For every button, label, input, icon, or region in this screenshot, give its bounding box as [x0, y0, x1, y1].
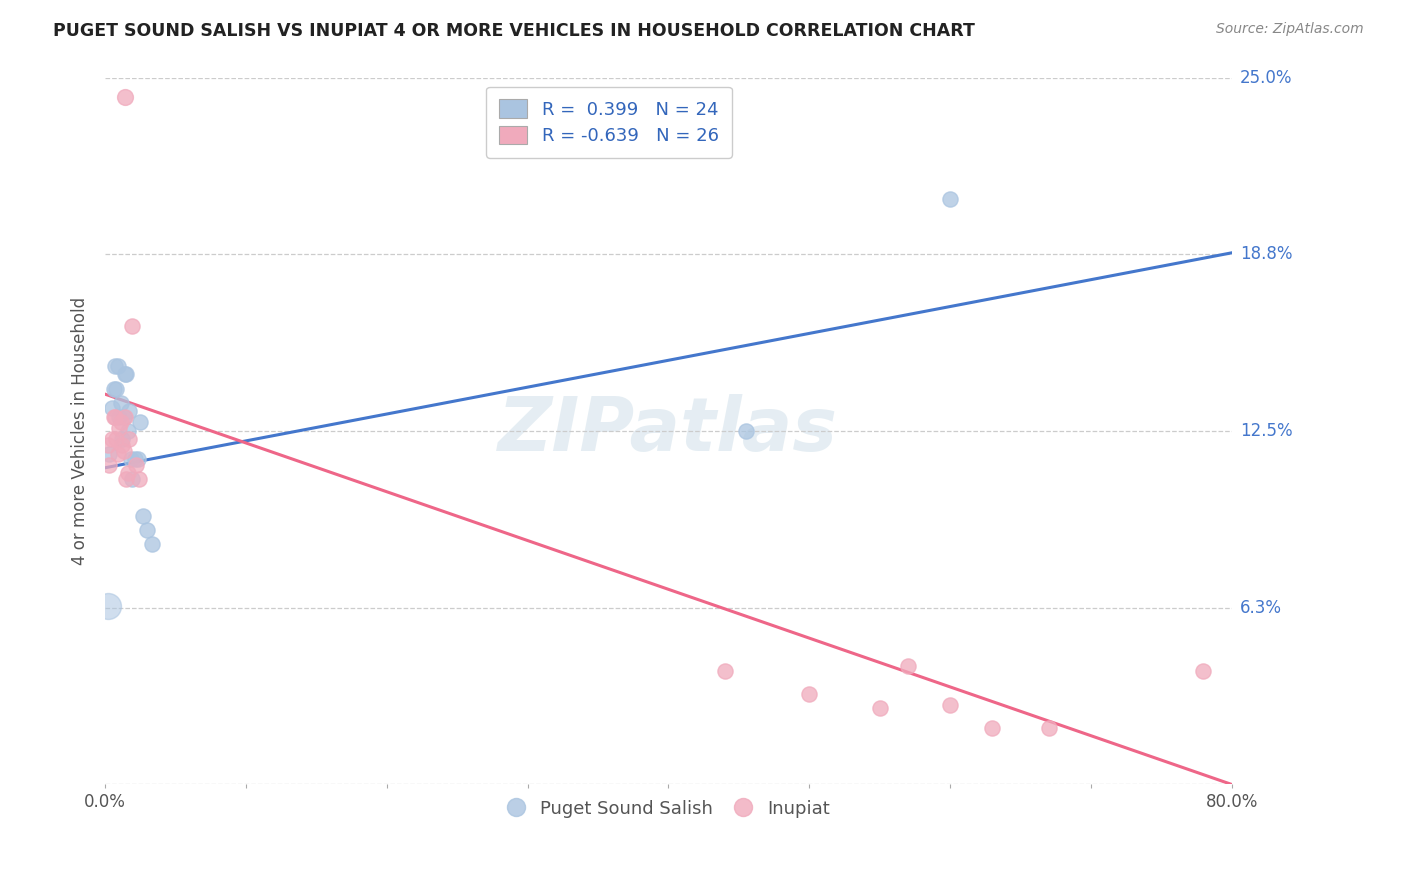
Point: [114, 409, 136, 424]
Point: [110, 395, 132, 409]
Point: [115, 472, 138, 486]
Point: [101, 401, 124, 416]
Point: [104, 409, 127, 424]
Point: [104, 359, 127, 373]
Point: [118, 433, 141, 447]
Point: [105, 433, 128, 447]
Point: [713, 665, 735, 679]
Point: [108, 409, 131, 424]
Point: [118, 404, 141, 418]
Point: [121, 319, 143, 334]
Point: [97, 599, 120, 614]
Point: [98, 447, 121, 461]
Point: [127, 452, 149, 467]
Point: [141, 537, 163, 551]
Text: 6.3%: 6.3%: [1240, 599, 1282, 616]
Point: [114, 90, 136, 104]
Point: [121, 472, 143, 486]
Point: [108, 421, 131, 435]
Point: [111, 433, 134, 447]
Point: [117, 424, 139, 438]
Point: [103, 409, 125, 424]
Point: [939, 698, 962, 713]
Text: PUGET SOUND SALISH VS INUPIAT 4 OR MORE VEHICLES IN HOUSEHOLD CORRELATION CHART: PUGET SOUND SALISH VS INUPIAT 4 OR MORE …: [53, 22, 976, 40]
Point: [112, 409, 135, 424]
Point: [981, 721, 1004, 735]
Point: [136, 523, 159, 537]
Point: [101, 433, 124, 447]
Point: [939, 192, 962, 206]
Text: 12.5%: 12.5%: [1240, 422, 1292, 440]
Text: ZIPatlas: ZIPatlas: [498, 394, 838, 467]
Point: [132, 508, 155, 523]
Point: [124, 452, 146, 467]
Text: Source: ZipAtlas.com: Source: ZipAtlas.com: [1216, 22, 1364, 37]
Point: [1192, 665, 1215, 679]
Point: [128, 472, 150, 486]
Point: [103, 382, 125, 396]
Point: [799, 687, 821, 701]
Point: [125, 458, 148, 472]
Point: [107, 447, 129, 461]
Point: [734, 424, 756, 438]
Point: [112, 443, 135, 458]
Point: [115, 368, 138, 382]
Text: 18.8%: 18.8%: [1240, 245, 1292, 263]
Point: [869, 701, 891, 715]
Point: [1038, 721, 1060, 735]
Point: [107, 359, 129, 373]
Point: [897, 658, 920, 673]
Text: 25.0%: 25.0%: [1240, 69, 1292, 87]
Point: [111, 438, 134, 452]
Point: [129, 416, 152, 430]
Point: [97, 438, 120, 452]
Point: [114, 368, 136, 382]
Point: [117, 467, 139, 481]
Point: [98, 458, 121, 472]
Y-axis label: 4 or more Vehicles in Household: 4 or more Vehicles in Household: [72, 297, 89, 565]
Point: [105, 382, 128, 396]
Legend: Puget Sound Salish, Inupiat: Puget Sound Salish, Inupiat: [501, 792, 837, 825]
Point: [120, 452, 142, 467]
Point: [110, 416, 132, 430]
